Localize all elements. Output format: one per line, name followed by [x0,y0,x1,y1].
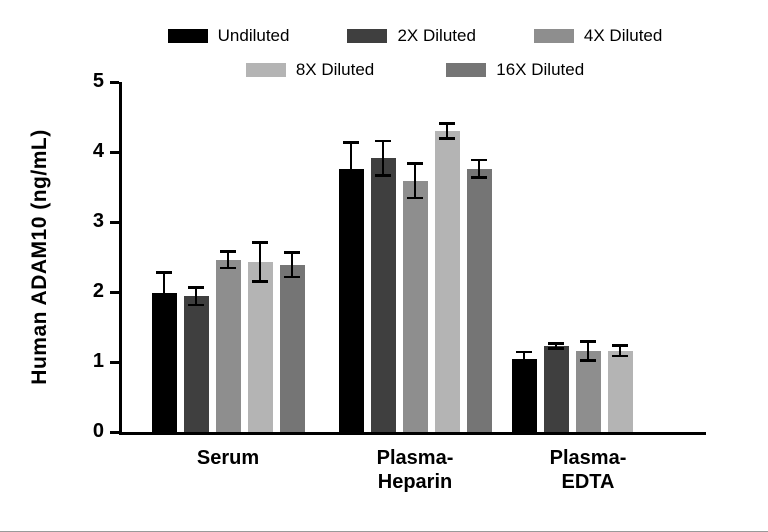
error-bar-cap-bottom [343,193,359,197]
bar [543,345,569,432]
bar [575,350,601,432]
error-bar-cap-top [343,141,359,144]
bar [279,264,305,432]
error-bar-line [381,140,385,176]
error-bar-cap-bottom [156,311,172,314]
legend-swatch-undiluted [167,29,208,43]
error-bar-cap-bottom [375,174,391,177]
error-bar-line [349,142,353,196]
bar [434,131,460,432]
error-bar-cap-bottom [548,347,564,350]
bar [607,350,633,432]
error-bar-cap-bottom [407,196,423,200]
legend-item-8x: 8X Diluted [245,60,375,80]
error-bar-cap-top [252,241,268,244]
error-bar-cap-bottom [220,266,236,270]
error-bar-line [554,343,558,349]
y-tick-label: 5 [92,70,104,92]
y-tick-label: 0 [92,420,104,442]
x-axis-label: Plasma- Heparin [376,447,454,493]
error-bar-line [162,272,166,313]
error-bar-cap-bottom [580,359,596,362]
error-bar-cap-top [548,342,564,345]
bar [215,259,241,432]
y-tick-label: 1 [92,350,104,372]
bar [183,296,209,432]
legend-item-2x: 2X Diluted [347,26,476,46]
legend-label-16x: 16X Diluted [496,60,585,79]
error-bar-cap-top [580,340,596,343]
error-bar-line [413,163,417,199]
legend-item-16x: 16X Diluted [446,60,584,80]
legend: Undiluted 2X Diluted 4X Diluted 8X Dilut… [110,26,720,94]
error-bar-cap-top [220,250,236,253]
legend-item-undiluted: Undiluted [167,26,290,46]
legend-row-2: 8X Diluted 16X Diluted [110,60,720,80]
error-bar-line [194,287,198,306]
y-axis-line [119,82,122,435]
bar [402,180,428,432]
error-bar-line [477,159,481,178]
error-bar-cap-top [188,286,204,289]
error-bar-line [290,252,294,278]
error-bar-cap-bottom [188,303,204,307]
legend-swatch-16x [446,63,487,77]
error-bar-cap-top [471,158,487,162]
y-tick-label: 4 [92,140,104,162]
error-bar-cap-bottom [516,365,532,368]
y-tick [110,431,119,434]
y-tick-label: 3 [92,210,104,232]
error-bar-cap-bottom [612,354,628,358]
bar [247,261,273,432]
error-bar-line [522,351,526,367]
legend-label-4x: 4X Diluted [583,26,663,45]
error-bar-line [226,251,230,269]
legend-swatch-8x [245,63,286,77]
error-bar-line [258,242,262,282]
y-tick [110,361,119,364]
error-bar-cap-top [516,350,532,353]
bar [511,359,537,432]
legend-swatch-2x [347,29,388,43]
y-tick-label: 2 [92,280,104,302]
legend-item-4x: 4X Diluted [533,26,663,46]
legend-label-2x: 2X Diluted [397,26,476,45]
error-bar-cap-top [375,139,391,143]
y-tick [110,81,119,84]
error-bar-line [445,123,449,139]
legend-row-1: Undiluted 2X Diluted 4X Diluted [110,26,720,46]
error-bar-cap-bottom [252,280,268,283]
legend-label-undiluted: Undiluted [217,26,290,45]
error-bar-cap-bottom [471,176,487,179]
x-axis-label: Plasma- EDTA [549,447,627,493]
error-bar-line [586,341,590,361]
error-bar-cap-top [407,162,423,165]
y-tick [110,151,119,154]
y-tick [110,291,119,294]
error-bar-cap-top [284,251,300,254]
error-bar-cap-bottom [439,137,455,140]
error-bar-cap-top [156,271,172,274]
legend-label-8x: 8X Diluted [295,60,375,79]
x-axis-label: Serum [196,447,260,469]
error-bar-line [618,345,622,357]
legend-swatch-4x [533,29,574,43]
x-axis-line [119,432,706,435]
error-bar-cap-top [612,344,628,347]
bar [338,168,364,432]
error-bar-cap-top [439,122,455,125]
bar [466,168,492,432]
y-tick [110,221,119,224]
bar [151,292,177,432]
error-bar-cap-bottom [284,275,300,279]
bar [370,158,396,432]
